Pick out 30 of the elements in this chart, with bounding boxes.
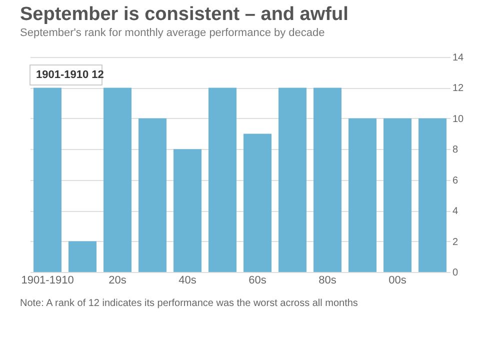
y-tick-label: 14 — [452, 52, 464, 64]
bar — [384, 118, 412, 272]
bar — [278, 88, 306, 272]
bar — [34, 88, 62, 272]
y-tick-label: 8 — [452, 144, 458, 156]
text: Note: A rank of 12 indicates its performance was the worst across all months — [20, 298, 358, 309]
bar — [314, 88, 342, 272]
y-tick-label: 6 — [452, 175, 458, 186]
x-tick-label: 40s — [178, 274, 197, 286]
bar — [68, 241, 96, 272]
bar — [208, 88, 236, 272]
x-tick-label: 80s — [318, 274, 337, 286]
chart-title: September is consistent – and awful — [20, 4, 348, 25]
y-tick-label: 10 — [452, 114, 464, 125]
bar — [174, 149, 202, 272]
y-tick-label: 4 — [452, 206, 458, 218]
bar — [138, 118, 166, 272]
y-tick-label: 0 — [452, 268, 458, 278]
bar — [244, 134, 272, 272]
bar — [348, 118, 376, 272]
x-tick-label: 1901-1910 — [21, 274, 74, 286]
y-tick-label: 2 — [452, 236, 458, 248]
x-tick-label: 20s — [108, 274, 127, 286]
chart-subtitle: September's rank for monthly average performance by decade — [20, 27, 325, 39]
x-tick-label: 00s — [388, 274, 407, 286]
x-tick-label: 60s — [248, 274, 267, 286]
annotation: 1901-1910 12 — [36, 69, 104, 81]
y-tick-label: 12 — [452, 83, 464, 94]
bar — [418, 118, 446, 272]
bar — [104, 88, 132, 272]
